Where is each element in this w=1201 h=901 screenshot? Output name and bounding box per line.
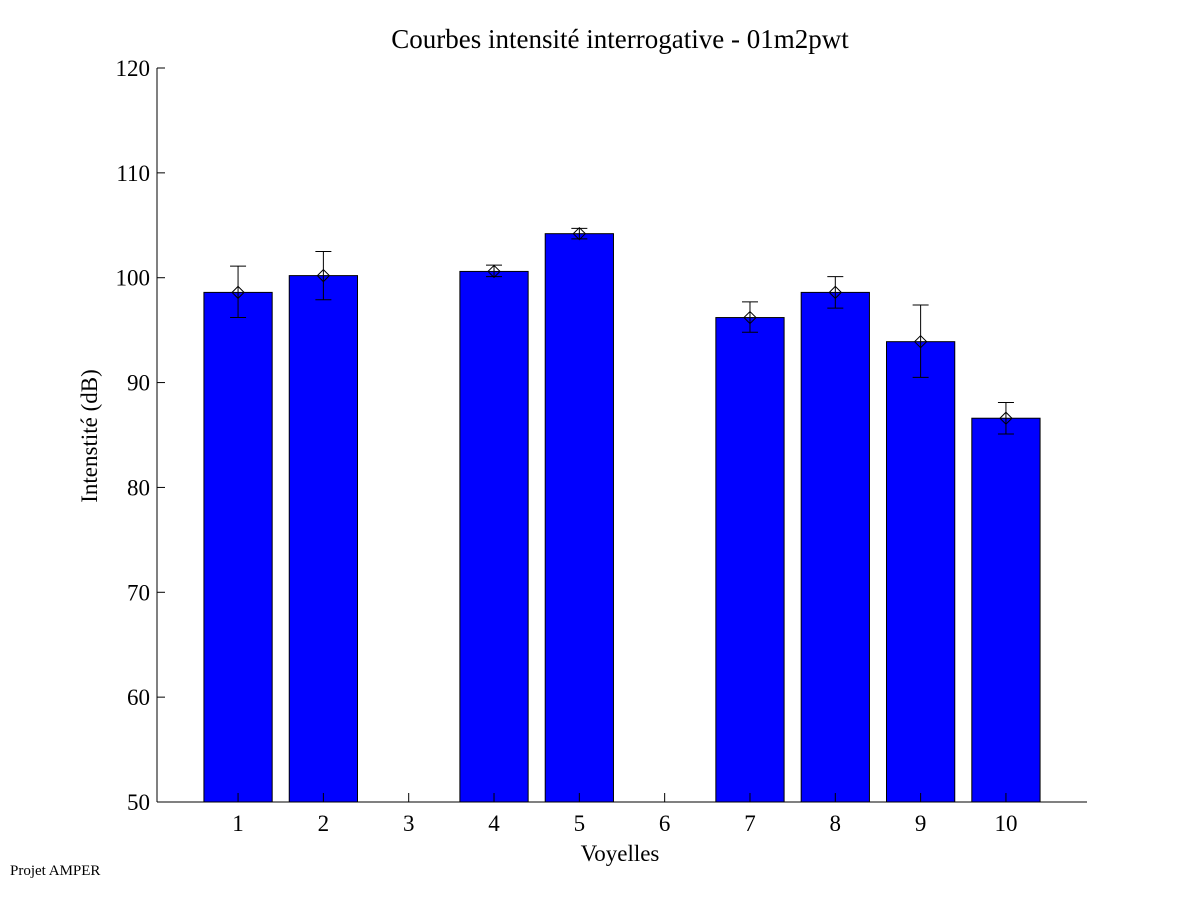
y-tick-label: 70 <box>127 580 150 605</box>
mean-marker <box>572 226 587 241</box>
mean-marker <box>828 285 843 300</box>
mean-marker <box>231 285 245 300</box>
y-tick-label: 50 <box>127 790 150 815</box>
bar <box>459 270 529 803</box>
x-tick-label: 4 <box>488 811 500 836</box>
mean-marker <box>743 310 757 325</box>
bars-group <box>203 233 1041 803</box>
bar <box>715 317 785 803</box>
x-tick-label: 1 <box>232 811 244 836</box>
x-axis-label: Voyelles <box>581 841 660 866</box>
bar <box>971 417 1041 803</box>
error-bars-group <box>230 226 1014 435</box>
y-tick-label: 110 <box>116 161 150 186</box>
x-tick-label: 8 <box>830 811 842 836</box>
y-tick-label: 60 <box>127 685 150 710</box>
mean-marker <box>316 268 331 283</box>
bar <box>885 341 956 803</box>
mean-marker <box>913 334 928 349</box>
bar <box>203 291 273 803</box>
x-tick-label: 9 <box>915 811 927 836</box>
bar <box>800 291 870 803</box>
footer-credit: Projet AMPER <box>10 863 101 879</box>
bar <box>288 275 359 803</box>
chart-title: Courbes intensité interrogative - 01m2pw… <box>391 24 849 54</box>
y-axis-label: Intenstité (dB) <box>77 369 102 503</box>
x-tick-label: 2 <box>318 811 330 836</box>
x-tick-label: 5 <box>574 811 586 836</box>
x-tick-label: 3 <box>403 811 415 836</box>
y-tick-label: 120 <box>116 56 151 81</box>
y-tick-label: 90 <box>127 371 150 396</box>
mean-marker <box>487 264 501 279</box>
bar <box>544 233 614 803</box>
x-tick-label: 6 <box>659 811 671 836</box>
axes-group: 50 60 70 80 90 100 110 120 1 2 3 4 5 6 7 8 9 10 <box>116 56 1087 836</box>
mean-marker <box>999 411 1013 425</box>
x-tick-label: 7 <box>744 811 756 836</box>
x-tick-label: 10 <box>994 811 1017 836</box>
y-tick-label: 100 <box>116 266 151 291</box>
y-tick-label: 80 <box>127 475 150 500</box>
